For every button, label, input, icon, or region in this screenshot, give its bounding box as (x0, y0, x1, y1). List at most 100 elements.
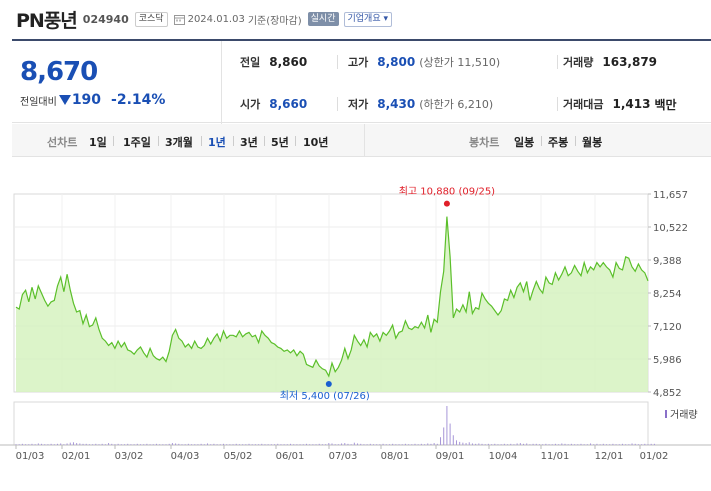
high-marker (443, 200, 450, 207)
volume-bar (507, 444, 509, 445)
volume-bar (171, 443, 173, 445)
volume-bar (92, 444, 94, 445)
volume-bar (44, 444, 46, 445)
volume-bar (222, 443, 224, 445)
volume-bar (519, 443, 521, 445)
volume-bar (353, 442, 355, 445)
volume-bar (245, 444, 247, 445)
volume-bar (53, 444, 55, 445)
volume-value: 163,879 (602, 55, 658, 69)
volume-bar (146, 443, 148, 445)
volume-bar (548, 444, 550, 445)
volume-bar (596, 443, 598, 445)
volume-bar (583, 444, 585, 445)
x-tick-label: 03/02 (115, 451, 144, 462)
x-tick-label: 06/01 (276, 451, 305, 462)
volume-bar (408, 444, 410, 445)
tab-1w[interactable]: 1주일 (123, 136, 151, 149)
change-label: 전일대비 (20, 96, 57, 108)
amount-value: 1,413 (612, 97, 651, 111)
volume-bar (494, 443, 496, 445)
volume-bar (350, 444, 352, 445)
volume-bar (468, 442, 470, 445)
volume-bar (37, 443, 39, 445)
high-value: 8,800 (377, 55, 416, 69)
tab-1y[interactable]: 1년 (208, 136, 226, 149)
volume-bar (341, 443, 343, 445)
volume-bar (586, 444, 588, 445)
line-chart-label: 선차트 (47, 136, 78, 149)
volume-bar (226, 444, 228, 445)
volume-bar (124, 444, 126, 445)
price-area (16, 216, 648, 392)
volume-bar (641, 444, 643, 445)
current-price: 8,670 (20, 57, 98, 87)
volume-bar (487, 443, 489, 445)
volume-bar (628, 444, 630, 445)
volume-bar (436, 443, 438, 445)
volume-bar (60, 443, 62, 445)
volume-bar (621, 443, 623, 445)
volume-bar (328, 443, 330, 445)
volume-bar (459, 441, 461, 445)
volume-bar (136, 443, 138, 445)
realtime-button[interactable]: 실시간 (307, 12, 339, 26)
volume-bar (72, 442, 74, 445)
volume-bar (133, 444, 135, 445)
tab-daily[interactable]: 일봉 (514, 136, 535, 149)
tabs-divider (364, 124, 365, 157)
stock-name: PN풍년 (16, 9, 78, 32)
volume-bar (181, 444, 183, 445)
volume-bar (625, 444, 627, 445)
prev-label: 전일 (240, 56, 261, 69)
volume-bar (513, 444, 515, 445)
volume-bar (357, 443, 359, 445)
volume-bar (471, 443, 473, 445)
volume-bar (88, 444, 90, 445)
volume-bar (347, 443, 349, 445)
volume-bar (162, 444, 164, 445)
volume-bar (551, 444, 553, 445)
volume-bar (299, 444, 301, 445)
current-price-box: 8,670 전일대비 190 -2.14% (12, 41, 222, 124)
x-tick-label: 09/01 (436, 451, 465, 462)
volume-bar (229, 444, 231, 445)
volume-bar (465, 443, 467, 445)
tab-5y[interactable]: 5년 (271, 136, 289, 149)
volume-bar (606, 444, 608, 445)
volume-bar (554, 443, 556, 445)
day-low: 저가 8,430 (하한가 6,210) (348, 95, 493, 113)
volume-bar (433, 443, 435, 445)
company-info-button[interactable]: 기업개요 ▾ (343, 11, 393, 27)
x-tick-label: 04/03 (171, 451, 200, 462)
volume-bar (194, 444, 196, 445)
tab-weekly[interactable]: 주봉 (548, 136, 569, 149)
volume-bar (417, 444, 419, 445)
volume-bar (602, 443, 604, 445)
volume-bar (558, 444, 560, 445)
volume-bar (28, 444, 30, 445)
volume-bar (175, 443, 177, 445)
divider (337, 55, 338, 69)
tab-10y[interactable]: 10년 (303, 136, 329, 149)
low-label: 저가 (348, 98, 369, 111)
volume-bar (34, 444, 36, 445)
chevron-down-icon: ▾ (383, 13, 389, 24)
tab-3m[interactable]: 3개월 (165, 136, 193, 149)
calendar-icon (173, 14, 185, 25)
volume-bar (139, 444, 141, 445)
market-badge: 코스닥 (134, 11, 168, 27)
day-high: 고가 8,800 (상한가 11,510) (348, 53, 500, 71)
volume-bar (637, 444, 639, 445)
tab-1d[interactable]: 1일 (89, 136, 107, 149)
tab-monthly[interactable]: 월봉 (582, 136, 603, 149)
change-amount: 190 (71, 92, 102, 108)
price-chart[interactable]: 11,657 10,522 9,388 8,254 7,120 5,986 4,852 01/… (0, 170, 711, 487)
volume-legend: 거래량 (670, 409, 698, 421)
volume-bar (248, 443, 250, 445)
volume-bar (309, 444, 311, 445)
volume-bar (420, 443, 422, 445)
tab-3y[interactable]: 3년 (240, 136, 258, 149)
volume-bar (47, 444, 49, 445)
info-grid: 전일 8,860 고가 8,800 (상한가 11,510) 거래량 163,8… (223, 41, 711, 124)
